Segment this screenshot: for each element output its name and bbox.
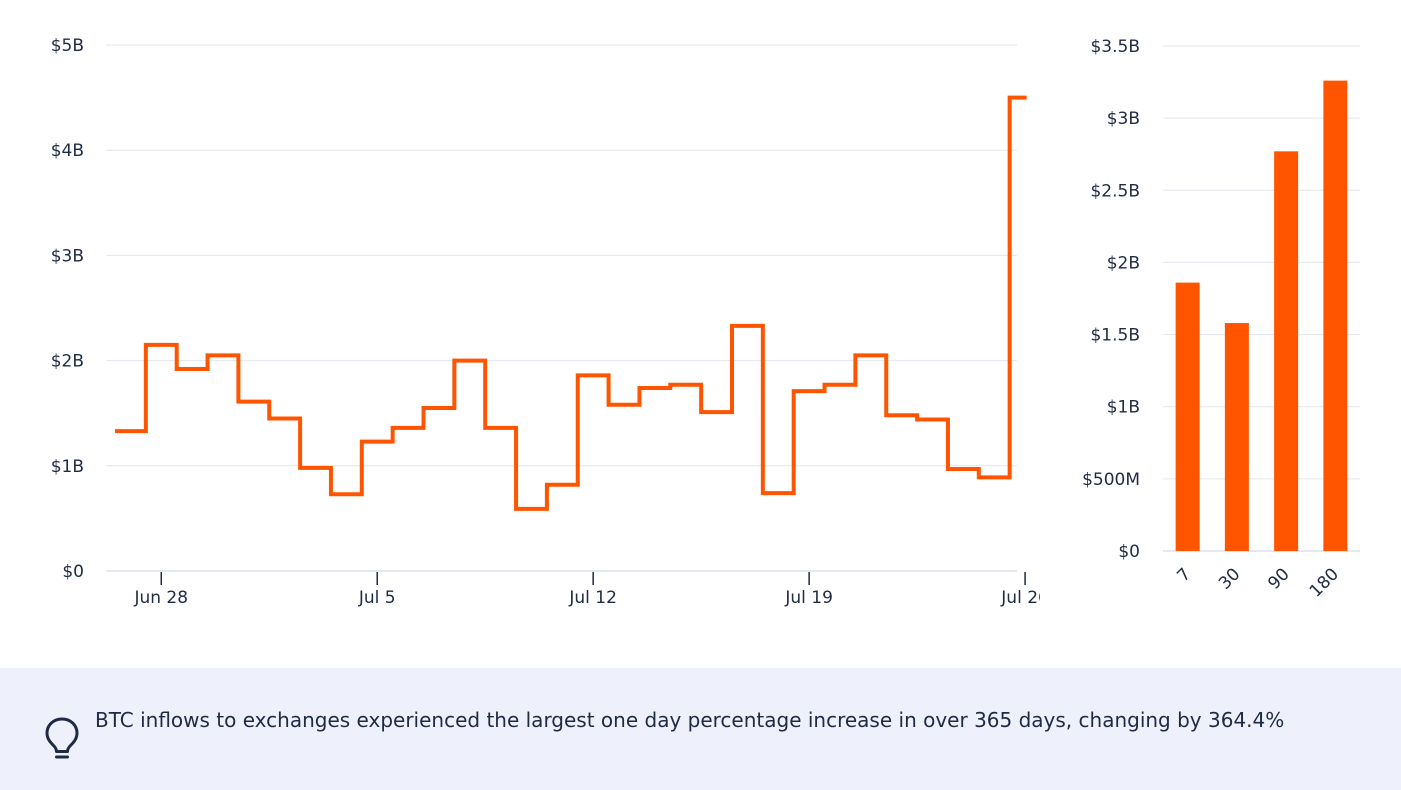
line-chart-data-point [467, 358, 473, 364]
line-chart-data-point [868, 352, 874, 358]
line-chart-data-point [220, 352, 226, 358]
line-chart-series-line [115, 95, 1027, 511]
line-chart-data-point [837, 382, 843, 388]
line-chart-data-point [806, 388, 812, 394]
line-chart-data-point [590, 372, 596, 378]
bar-chart-bar-90 [1274, 151, 1299, 552]
line-chart-data-point [251, 399, 257, 405]
line-chart-x-tick-label: Jul 12 [568, 588, 617, 608]
line-chart-x-axis: Jun 28 Jul 5 Jul 12 Jul 19 Jul 26 [133, 572, 1040, 608]
line-chart-data-point [498, 425, 504, 431]
line-chart-data-point [189, 366, 195, 372]
line-chart-data-point [714, 409, 720, 415]
line-chart-data-point [436, 405, 442, 411]
line-chart-data-point [621, 402, 627, 408]
insight-text: BTC inflows to exchanges experienced the… [95, 708, 1285, 732]
line-chart-y-tick-label: $5B [51, 36, 84, 56]
line-chart-data-point [930, 417, 936, 423]
line-chart-data-point [405, 425, 411, 431]
line-chart-y-tick-label: $0 [62, 562, 84, 582]
line-chart-y-tick-label: $2B [51, 352, 84, 372]
bar-chart-x-tick-label: 180 [1306, 564, 1343, 601]
average-inflow-bar-chart: $0 $500M $1B $1.5B $2B $2.5B $3B $3.5B 7 30 90 180 [1082, 37, 1360, 601]
line-chart-data-point [991, 474, 997, 480]
line-chart-data-point [652, 385, 658, 391]
bar-chart-y-tick-label: $0 [1118, 542, 1140, 562]
line-chart-data-point [559, 482, 565, 488]
line-chart-data-point [158, 342, 164, 348]
line-chart-gridlines [106, 44, 1017, 572]
line-chart-x-tick-label: Jul 19 [784, 588, 833, 608]
line-chart-data-point [744, 323, 750, 329]
line-chart-data-point [683, 382, 689, 388]
bar-chart-y-tick-label: $1B [1107, 398, 1140, 418]
bar-chart-bar-30 [1224, 323, 1249, 551]
line-chart-x-tick-label: Jul 5 [358, 588, 396, 608]
line-chart-data-point [282, 415, 288, 421]
bar-chart-y-tick-label: $2.5B [1090, 181, 1140, 201]
line-chart-y-tick-label: $1B [51, 457, 84, 477]
lightbulb-icon [45, 717, 79, 759]
bar-chart-y-axis: $0 $500M $1B $1.5B $2B $2.5B $3B $3.5B [1082, 37, 1140, 562]
line-chart-data-point [899, 412, 905, 418]
line-chart-data-point [1022, 95, 1028, 101]
bar-chart-y-tick-label: $3.5B [1090, 37, 1140, 57]
exchange-inflow-line-chart: $0 $1B $2B $3B $4B $5B Jun 28 Jul 5 Jul 12 Jul 1… [51, 36, 1040, 608]
line-chart-y-tick-label: $4B [51, 141, 84, 161]
bar-chart-x-axis: 7 30 90 180 [1173, 564, 1343, 601]
insight-panel [0, 668, 1401, 790]
bar-chart-x-tick-label: 7 [1173, 564, 1195, 586]
bar-chart-y-tick-label: $1.5B [1090, 326, 1140, 346]
line-chart-data-point [775, 490, 781, 496]
line-chart-data-point [343, 491, 349, 497]
bar-chart-y-tick-label: $2B [1107, 253, 1140, 273]
line-chart-series [115, 95, 1028, 512]
line-chart-x-tick-label: Jun 28 [133, 588, 188, 608]
bar-chart-y-tick-label: $500M [1082, 470, 1140, 490]
line-chart-data-point [528, 506, 534, 512]
bar-chart-y-tick-label: $3B [1107, 109, 1140, 129]
bar-chart-bar-180 [1323, 80, 1348, 551]
line-chart-y-tick-label: $3B [51, 246, 84, 266]
line-chart-y-axis: $0 $1B $2B $3B $4B $5B [51, 36, 84, 582]
bar-chart-x-tick-label: 30 [1215, 564, 1244, 593]
line-chart-data-point [374, 439, 380, 445]
line-chart-data-point [127, 428, 133, 434]
bar-chart-x-tick-label: 90 [1264, 564, 1293, 593]
line-chart-data-point [313, 465, 319, 471]
bar-chart-bar-7 [1175, 282, 1200, 551]
bar-chart-bars [1175, 80, 1348, 552]
line-chart-x-tick-label: Jul 26 [1000, 588, 1040, 608]
line-chart-data-point [960, 466, 966, 472]
